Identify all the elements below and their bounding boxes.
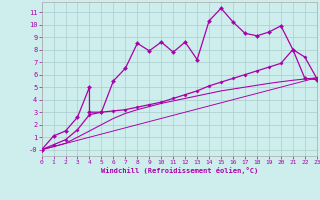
X-axis label: Windchill (Refroidissement éolien,°C): Windchill (Refroidissement éolien,°C)	[100, 167, 258, 174]
